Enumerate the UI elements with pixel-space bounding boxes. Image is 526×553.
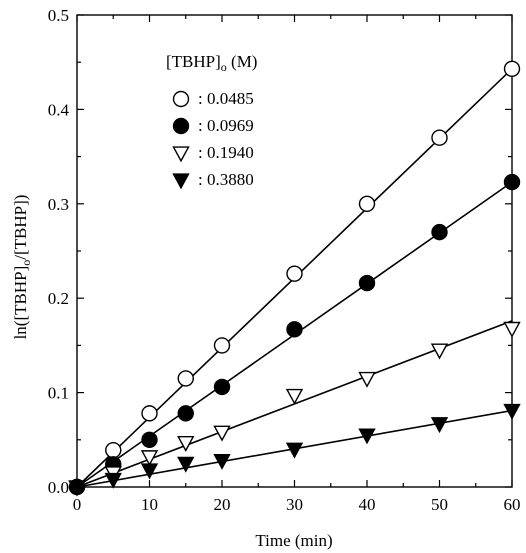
x-tick-label: 50: [431, 495, 448, 514]
x-tick-label: 40: [359, 495, 376, 514]
data-point-series-2: [430, 343, 449, 360]
data-point-series-2: [140, 450, 159, 467]
data-point-series-3: [140, 463, 159, 480]
data-point-series-0: [105, 441, 122, 459]
x-tick-label: 20: [214, 495, 231, 514]
legend-label: : 0.0485: [198, 89, 254, 108]
data-point-series-1: [431, 223, 448, 241]
data-point-series-2: [213, 425, 231, 442]
x-tick-label: 10: [141, 495, 158, 514]
y-tick-label: 0.4: [48, 100, 70, 119]
data-point-series-2: [285, 388, 304, 405]
legend: [TBHP]o (M) : 0.0485 : 0.0969 : 0.1940 : 0.3…: [166, 52, 257, 190]
data-point-series-2: [503, 321, 521, 338]
data-point-series-0: [177, 370, 194, 387]
data-point-series-3: [358, 428, 376, 445]
y-tick-label: 0.5: [48, 6, 69, 25]
legend-marker-series-1: [172, 117, 190, 135]
axes: 0 10 20 30 40 50 60 0.0 0.1 0.2 0.3 0.4 0.5: [48, 6, 521, 514]
data-point-series-1: [286, 321, 303, 338]
data-point-series-3: [177, 456, 195, 473]
legend-marker-series-3: [172, 173, 190, 190]
y-tick-label: 0.3: [48, 195, 69, 214]
y-tick-label: 0.0: [48, 478, 69, 497]
data-point-series-0: [141, 405, 158, 422]
y-tick-label: 0.2: [48, 289, 69, 308]
data-point-series-1: [358, 274, 376, 292]
legend-marker-series-2: [172, 146, 190, 163]
data-point-series-3: [285, 442, 304, 459]
data-point-series-0: [213, 337, 231, 354]
legend-marker-series-0: [172, 90, 190, 108]
data-point-series-3: [68, 480, 86, 497]
data-point-series-1: [503, 173, 521, 191]
x-tick-label: 30: [286, 495, 303, 514]
data-point-series-1: [177, 405, 194, 422]
data-point-series-0: [503, 60, 521, 78]
x-tick-label: 60: [504, 495, 521, 514]
data-point-series-3: [104, 472, 122, 489]
data-point-series-2: [177, 436, 195, 452]
legend-label: : 0.1940: [198, 143, 254, 162]
data-point-series-1: [213, 378, 231, 396]
y-tick-label: 0.1: [48, 384, 69, 403]
data-point-series-1: [141, 431, 158, 448]
data-points: [68, 60, 521, 497]
data-point-series-3: [503, 403, 521, 420]
data-point-series-0: [431, 129, 448, 146]
legend-title: [TBHP]o (M): [166, 52, 257, 74]
y-axis-title: ln([TBHP]o/[TBHP]): [11, 195, 33, 340]
legend-label: : 0.0969: [198, 116, 254, 135]
data-point-series-0: [286, 265, 303, 282]
data-point-series-3: [213, 453, 231, 470]
data-point-series-0: [358, 195, 376, 213]
x-tick-label: 0: [73, 495, 82, 514]
legend-label: : 0.3880: [198, 170, 254, 189]
x-axis-title: Time (min): [255, 531, 332, 550]
data-point-series-3: [430, 417, 449, 434]
data-point-series-2: [358, 371, 376, 388]
